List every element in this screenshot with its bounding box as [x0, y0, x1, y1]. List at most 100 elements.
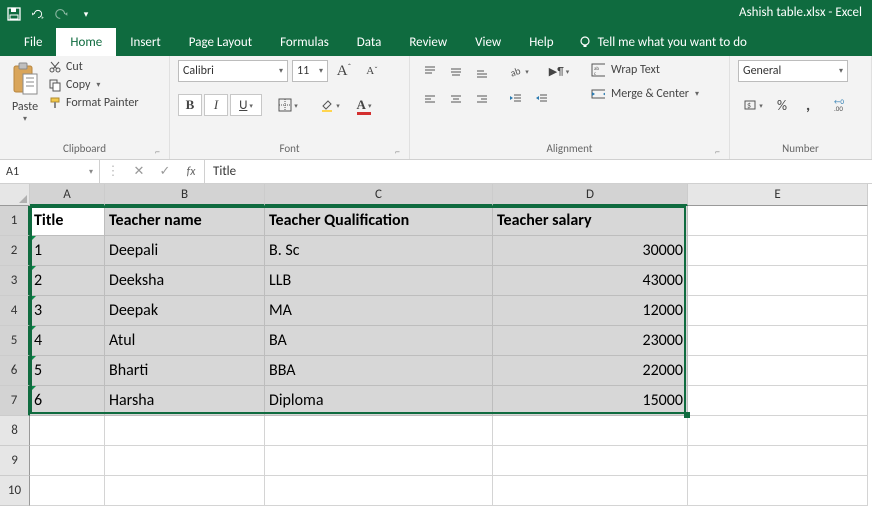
cell[interactable] — [493, 476, 688, 506]
clipboard-launcher-icon[interactable]: ⌐ — [155, 145, 167, 157]
header-cell[interactable]: Teacher name — [105, 206, 265, 236]
merge-center-button[interactable]: Merge & Center ▾ — [586, 84, 704, 104]
formula-bar-input[interactable]: Title — [205, 160, 872, 183]
percent-button[interactable]: % — [770, 94, 794, 116]
tab-data[interactable]: Data — [343, 28, 396, 56]
cell[interactable]: LLB — [265, 266, 493, 296]
cell[interactable] — [30, 446, 105, 476]
row-header[interactable]: 10 — [0, 476, 30, 506]
tab-file[interactable]: File — [10, 28, 56, 56]
cell[interactable] — [688, 356, 868, 386]
paste-button[interactable]: Paste ▾ — [8, 60, 42, 124]
fill-handle[interactable] — [684, 412, 690, 418]
number-format-combo[interactable]: General▾ — [738, 60, 848, 82]
cell[interactable] — [688, 206, 868, 236]
align-bottom-button[interactable] — [470, 60, 494, 82]
cell[interactable] — [105, 446, 265, 476]
cell[interactable]: 6 — [30, 386, 105, 416]
tab-formulas[interactable]: Formulas — [266, 28, 343, 56]
column-header[interactable]: E — [688, 184, 868, 206]
copy-button[interactable]: Copy ▾ — [48, 78, 139, 92]
column-header[interactable]: A — [30, 184, 105, 206]
row-header[interactable]: 4 — [0, 296, 30, 326]
cell[interactable] — [688, 266, 868, 296]
cell[interactable]: 4 — [30, 326, 105, 356]
cell[interactable]: Deeksha — [105, 266, 265, 296]
cut-button[interactable]: Cut — [48, 60, 139, 74]
orientation-button[interactable]: ab▾ — [504, 60, 534, 82]
row-header[interactable]: 6 — [0, 356, 30, 386]
redo-icon[interactable] — [54, 6, 70, 22]
cell[interactable] — [493, 416, 688, 446]
tell-me-search[interactable]: Tell me what you want to do — [578, 28, 747, 56]
cell[interactable] — [105, 476, 265, 506]
column-header[interactable]: B — [105, 184, 265, 206]
qat-customize-icon[interactable]: ▾ — [78, 6, 94, 22]
row-header[interactable]: 3 — [0, 266, 30, 296]
cell[interactable] — [30, 476, 105, 506]
copy-dropdown-icon[interactable]: ▾ — [96, 80, 100, 90]
bold-button[interactable]: B — [178, 94, 202, 116]
tab-insert[interactable]: Insert — [116, 28, 175, 56]
borders-button[interactable]: ▾ — [272, 94, 304, 116]
cell[interactable]: B. Sc — [265, 236, 493, 266]
row-header[interactable]: 8 — [0, 416, 30, 446]
cell[interactable]: BBA — [265, 356, 493, 386]
wrap-text-button[interactable]: abc Wrap Text — [586, 60, 704, 80]
fill-color-button[interactable]: ▾ — [314, 94, 346, 116]
tab-view[interactable]: View — [461, 28, 515, 56]
align-top-button[interactable] — [418, 60, 442, 82]
select-all-corner[interactable] — [0, 184, 30, 206]
row-header[interactable]: 9 — [0, 446, 30, 476]
increase-font-button[interactable]: Aˆ — [332, 60, 356, 82]
increase-indent-button[interactable] — [530, 88, 554, 110]
cell[interactable]: 12000 — [493, 296, 688, 326]
decrease-indent-button[interactable] — [504, 88, 528, 110]
cell[interactable] — [493, 446, 688, 476]
cell[interactable] — [265, 446, 493, 476]
alignment-launcher-icon[interactable]: ⌐ — [715, 145, 727, 157]
save-icon[interactable] — [6, 6, 22, 22]
cell[interactable]: Deepak — [105, 296, 265, 326]
cancel-icon[interactable]: ✕ — [126, 164, 152, 179]
column-header[interactable]: D — [493, 184, 688, 206]
row-header[interactable]: 5 — [0, 326, 30, 356]
row-header[interactable]: 1 — [0, 206, 30, 236]
align-right-button[interactable] — [470, 88, 494, 110]
column-header[interactable]: C — [265, 184, 493, 206]
cell[interactable]: Deepali — [105, 236, 265, 266]
fx-icon[interactable]: fx — [178, 165, 204, 179]
name-box[interactable]: A1 ▾ — [0, 160, 100, 183]
tab-home[interactable]: Home — [56, 28, 116, 56]
cell[interactable] — [688, 236, 868, 266]
header-cell[interactable]: Teacher Qualification — [265, 206, 493, 236]
cell[interactable]: 2 — [30, 266, 105, 296]
ltr-button[interactable]: ▶¶▾ — [544, 60, 574, 82]
increase-decimal-button[interactable]: ←0.00 — [830, 94, 854, 116]
cell[interactable] — [688, 326, 868, 356]
tab-page-layout[interactable]: Page Layout — [175, 28, 266, 56]
tab-help[interactable]: Help — [515, 28, 567, 56]
cell[interactable]: Bharti — [105, 356, 265, 386]
accounting-format-button[interactable]: $▾ — [738, 94, 768, 116]
font-size-combo[interactable]: 11▾ — [292, 60, 328, 82]
cell[interactable]: 23000 — [493, 326, 688, 356]
cell[interactable] — [688, 386, 868, 416]
align-center-button[interactable] — [444, 88, 468, 110]
cell[interactable]: 5 — [30, 356, 105, 386]
undo-icon[interactable] — [30, 6, 46, 22]
header-cell[interactable]: Teacher salary — [493, 206, 688, 236]
cell[interactable] — [688, 476, 868, 506]
decrease-font-button[interactable]: Aˇ — [360, 60, 384, 82]
cell[interactable] — [265, 416, 493, 446]
cell[interactable] — [265, 476, 493, 506]
tab-review[interactable]: Review — [395, 28, 461, 56]
align-middle-button[interactable] — [444, 60, 468, 82]
enter-icon[interactable]: ✓ — [152, 164, 178, 179]
cell[interactable]: Atul — [105, 326, 265, 356]
row-header[interactable]: 2 — [0, 236, 30, 266]
cell[interactable]: 43000 — [493, 266, 688, 296]
formula-options-icon[interactable]: ⋮ — [100, 164, 126, 179]
font-color-button[interactable]: A▾ — [348, 94, 380, 116]
cell[interactable]: 30000 — [493, 236, 688, 266]
